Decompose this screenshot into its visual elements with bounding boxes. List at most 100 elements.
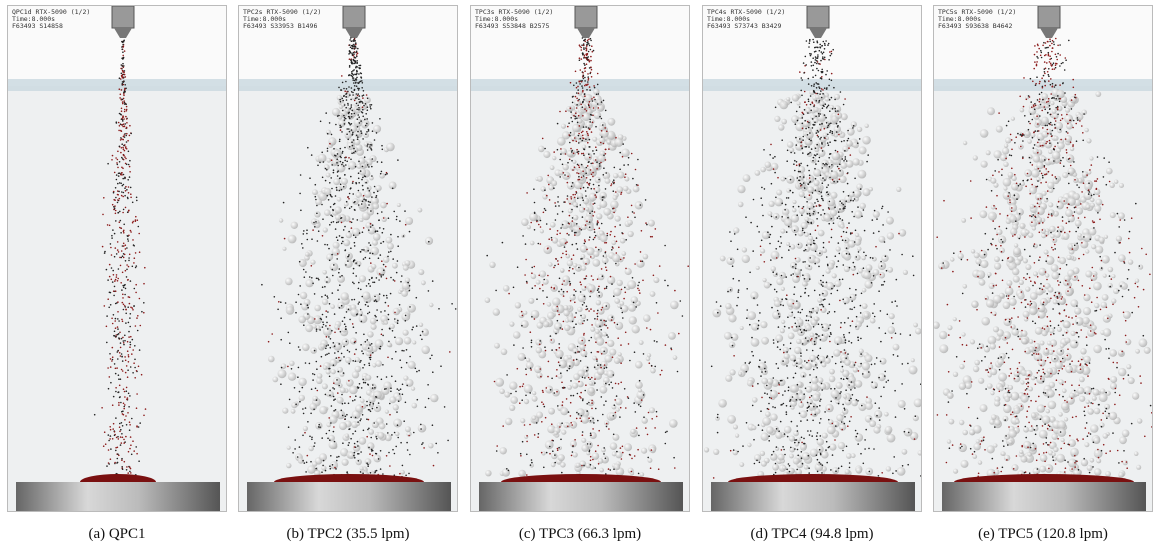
- particle: [348, 157, 350, 159]
- particle: [731, 337, 733, 339]
- bubble: [621, 149, 630, 158]
- particle: [582, 72, 584, 74]
- particle: [582, 216, 584, 218]
- particle: [549, 453, 551, 455]
- bubble: [333, 377, 341, 385]
- particle: [600, 367, 602, 369]
- particle: [746, 309, 748, 311]
- particle: [332, 216, 334, 218]
- particle: [730, 258, 732, 260]
- particle: [850, 233, 852, 235]
- bubble: [282, 408, 288, 414]
- particle: [111, 254, 113, 256]
- panel-caption: (b) TPC2 (35.5 lpm): [233, 526, 463, 543]
- particle: [318, 230, 320, 232]
- particle: [590, 114, 592, 116]
- particle: [141, 374, 143, 376]
- particle: [643, 394, 645, 396]
- bubble: [584, 94, 593, 103]
- particle: [103, 445, 105, 447]
- particle: [309, 177, 311, 179]
- particle: [127, 238, 129, 240]
- particle: [135, 267, 137, 269]
- particle: [820, 418, 822, 420]
- particle: [638, 435, 640, 437]
- particle: [817, 131, 819, 133]
- particle: [113, 209, 115, 211]
- particle: [139, 422, 141, 424]
- particle: [358, 116, 360, 118]
- particle: [558, 343, 560, 345]
- particle: [811, 360, 813, 362]
- particle: [595, 341, 597, 343]
- particle: [130, 472, 132, 474]
- particle: [820, 214, 822, 216]
- bubble: [489, 262, 495, 268]
- particle: [591, 377, 593, 379]
- particle: [614, 236, 616, 238]
- particle: [342, 152, 344, 154]
- bubble: [899, 229, 907, 237]
- particle: [344, 104, 346, 106]
- particle: [591, 275, 593, 277]
- particle: [329, 465, 331, 467]
- particle: [542, 390, 544, 392]
- particle: [106, 342, 108, 344]
- particle: [583, 465, 585, 467]
- particle: [352, 218, 354, 220]
- particle: [124, 419, 126, 421]
- bubble: [643, 314, 651, 322]
- bubble: [331, 343, 336, 348]
- particle: [575, 312, 577, 314]
- particle: [116, 437, 118, 439]
- particle: [119, 221, 121, 223]
- particle: [872, 257, 874, 259]
- particle: [539, 344, 541, 346]
- particle: [860, 188, 862, 190]
- particle: [578, 153, 580, 155]
- particle: [569, 215, 571, 217]
- particle: [828, 447, 830, 449]
- bubble: [628, 304, 636, 312]
- particle: [427, 384, 429, 386]
- particle: [428, 241, 430, 243]
- particle: [287, 366, 289, 368]
- particle: [357, 138, 359, 140]
- particle: [376, 396, 378, 398]
- particle: [604, 242, 606, 244]
- bubble: [747, 443, 751, 447]
- particle: [358, 190, 360, 192]
- particle: [570, 395, 572, 397]
- particle: [540, 226, 542, 228]
- particle: [801, 451, 803, 453]
- particle: [608, 428, 610, 430]
- particle: [578, 381, 580, 383]
- particle: [412, 326, 414, 328]
- particle: [587, 319, 589, 321]
- particle: [138, 233, 140, 235]
- bubble: [740, 326, 744, 330]
- particle: [110, 247, 112, 249]
- particle: [358, 288, 360, 290]
- particle: [757, 328, 759, 330]
- particle: [354, 60, 356, 62]
- particle: [370, 108, 372, 110]
- bubble: [597, 368, 605, 376]
- particle: [784, 326, 786, 328]
- particle: [578, 92, 580, 94]
- bubble: [618, 172, 625, 179]
- particle: [570, 82, 572, 84]
- particle: [815, 251, 817, 253]
- particle: [804, 109, 806, 111]
- bubble: [547, 302, 552, 307]
- particle: [776, 273, 778, 275]
- particle: [618, 383, 620, 385]
- particle: [575, 291, 577, 293]
- particle: [801, 141, 803, 143]
- particle: [880, 261, 882, 263]
- particle: [112, 359, 114, 361]
- particle: [126, 399, 128, 401]
- particle: [111, 360, 113, 362]
- particle: [546, 195, 548, 197]
- particle: [351, 206, 353, 208]
